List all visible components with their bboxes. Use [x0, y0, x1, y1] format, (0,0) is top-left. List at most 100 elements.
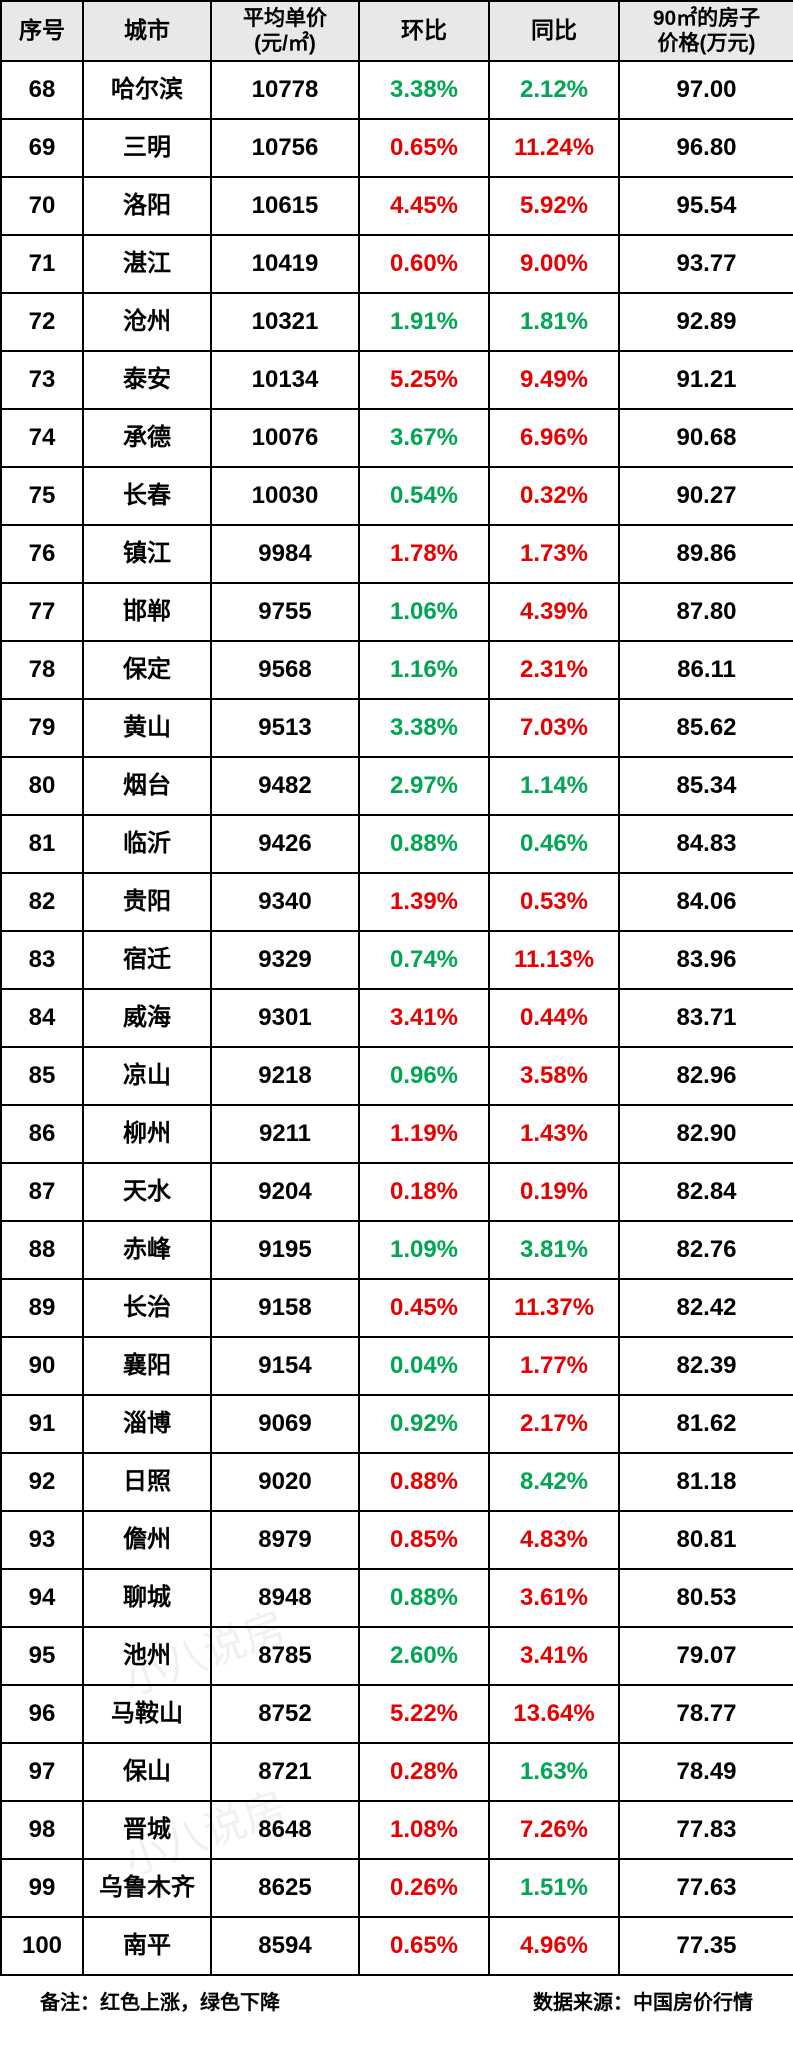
cell-yoy: 5.92% [489, 177, 619, 235]
cell-index: 92 [1, 1453, 83, 1511]
table-row: 77邯郸97551.06%4.39%87.80 [1, 583, 793, 641]
cell-index: 89 [1, 1279, 83, 1337]
cell-yoy: 11.13% [489, 931, 619, 989]
cell-index: 68 [1, 61, 83, 119]
cell-city: 湛江 [83, 235, 211, 293]
cell-price: 9020 [211, 1453, 359, 1511]
cell-price: 8648 [211, 1801, 359, 1859]
cell-mom: 1.06% [359, 583, 489, 641]
table-row: 88赤峰91951.09%3.81%82.76 [1, 1221, 793, 1279]
cell-p90: 80.53 [619, 1569, 793, 1627]
cell-yoy: 3.41% [489, 1627, 619, 1685]
cell-yoy: 3.58% [489, 1047, 619, 1105]
cell-p90: 82.76 [619, 1221, 793, 1279]
cell-p90: 78.77 [619, 1685, 793, 1743]
cell-index: 81 [1, 815, 83, 873]
cell-yoy: 1.77% [489, 1337, 619, 1395]
cell-p90: 84.06 [619, 873, 793, 931]
cell-price: 8785 [211, 1627, 359, 1685]
cell-mom: 0.60% [359, 235, 489, 293]
cell-price: 9426 [211, 815, 359, 873]
cell-yoy: 1.81% [489, 293, 619, 351]
table-row: 75长春100300.54%0.32%90.27 [1, 467, 793, 525]
cell-yoy: 3.81% [489, 1221, 619, 1279]
table-row: 85凉山92180.96%3.58%82.96 [1, 1047, 793, 1105]
price-table: 序号城市平均单价(元/㎡)环比同比90㎡的房子价格(万元) 68哈尔滨10778… [0, 0, 793, 1976]
col-header: 同比 [489, 1, 619, 61]
cell-index: 73 [1, 351, 83, 409]
cell-p90: 78.49 [619, 1743, 793, 1801]
cell-index: 82 [1, 873, 83, 931]
cell-yoy: 1.14% [489, 757, 619, 815]
cell-mom: 0.28% [359, 1743, 489, 1801]
cell-index: 76 [1, 525, 83, 583]
cell-p90: 82.96 [619, 1047, 793, 1105]
cell-city: 哈尔滨 [83, 61, 211, 119]
cell-price: 8948 [211, 1569, 359, 1627]
cell-index: 99 [1, 1859, 83, 1917]
cell-index: 98 [1, 1801, 83, 1859]
cell-p90: 86.11 [619, 641, 793, 699]
cell-p90: 85.34 [619, 757, 793, 815]
cell-yoy: 0.19% [489, 1163, 619, 1221]
cell-mom: 3.41% [359, 989, 489, 1047]
cell-yoy: 9.00% [489, 235, 619, 293]
footer-note-left: 备注：红色上涨，绿色下降 [40, 1986, 280, 2015]
table-head: 序号城市平均单价(元/㎡)环比同比90㎡的房子价格(万元) [1, 1, 793, 61]
table-container: 序号城市平均单价(元/㎡)环比同比90㎡的房子价格(万元) 68哈尔滨10778… [0, 0, 793, 1976]
cell-mom: 0.96% [359, 1047, 489, 1105]
table-row: 92日照90200.88%8.42%81.18 [1, 1453, 793, 1511]
cell-mom: 0.26% [359, 1859, 489, 1917]
cell-index: 97 [1, 1743, 83, 1801]
table-body: 68哈尔滨107783.38%2.12%97.0069三明107560.65%1… [1, 61, 793, 1975]
table-row: 93儋州89790.85%4.83%80.81 [1, 1511, 793, 1569]
cell-index: 70 [1, 177, 83, 235]
cell-price: 8979 [211, 1511, 359, 1569]
cell-mom: 2.97% [359, 757, 489, 815]
table-row: 69三明107560.65%11.24%96.80 [1, 119, 793, 177]
table-row: 82贵阳93401.39%0.53%84.06 [1, 873, 793, 931]
cell-index: 94 [1, 1569, 83, 1627]
table-row: 80烟台94822.97%1.14%85.34 [1, 757, 793, 815]
cell-city: 赤峰 [83, 1221, 211, 1279]
cell-mom: 5.25% [359, 351, 489, 409]
table-row: 89长治91580.45%11.37%82.42 [1, 1279, 793, 1337]
cell-index: 100 [1, 1917, 83, 1975]
table-row: 96马鞍山87525.22%13.64%78.77 [1, 1685, 793, 1743]
cell-mom: 0.54% [359, 467, 489, 525]
cell-yoy: 1.73% [489, 525, 619, 583]
cell-index: 85 [1, 1047, 83, 1105]
cell-price: 9069 [211, 1395, 359, 1453]
cell-p90: 77.35 [619, 1917, 793, 1975]
table-row: 79黄山95133.38%7.03%85.62 [1, 699, 793, 757]
cell-p90: 89.86 [619, 525, 793, 583]
cell-mom: 0.45% [359, 1279, 489, 1337]
cell-yoy: 1.51% [489, 1859, 619, 1917]
cell-index: 96 [1, 1685, 83, 1743]
cell-yoy: 13.64% [489, 1685, 619, 1743]
cell-yoy: 6.96% [489, 409, 619, 467]
cell-city: 威海 [83, 989, 211, 1047]
cell-city: 凉山 [83, 1047, 211, 1105]
cell-mom: 3.38% [359, 699, 489, 757]
cell-city: 淄博 [83, 1395, 211, 1453]
cell-city: 柳州 [83, 1105, 211, 1163]
cell-price: 10134 [211, 351, 359, 409]
table-row: 97保山87210.28%1.63%78.49 [1, 1743, 793, 1801]
cell-city: 保山 [83, 1743, 211, 1801]
cell-city: 烟台 [83, 757, 211, 815]
table-row: 100南平85940.65%4.96%77.35 [1, 1917, 793, 1975]
cell-price: 10615 [211, 177, 359, 235]
cell-mom: 0.18% [359, 1163, 489, 1221]
cell-yoy: 7.03% [489, 699, 619, 757]
cell-p90: 93.77 [619, 235, 793, 293]
cell-mom: 0.88% [359, 1453, 489, 1511]
cell-index: 79 [1, 699, 83, 757]
cell-mom: 0.65% [359, 1917, 489, 1975]
cell-city: 镇江 [83, 525, 211, 583]
cell-p90: 96.80 [619, 119, 793, 177]
cell-index: 87 [1, 1163, 83, 1221]
cell-p90: 85.62 [619, 699, 793, 757]
cell-price: 10321 [211, 293, 359, 351]
cell-index: 77 [1, 583, 83, 641]
